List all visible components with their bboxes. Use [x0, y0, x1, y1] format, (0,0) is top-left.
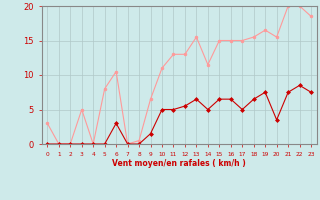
X-axis label: Vent moyen/en rafales ( km/h ): Vent moyen/en rafales ( km/h )	[112, 159, 246, 168]
